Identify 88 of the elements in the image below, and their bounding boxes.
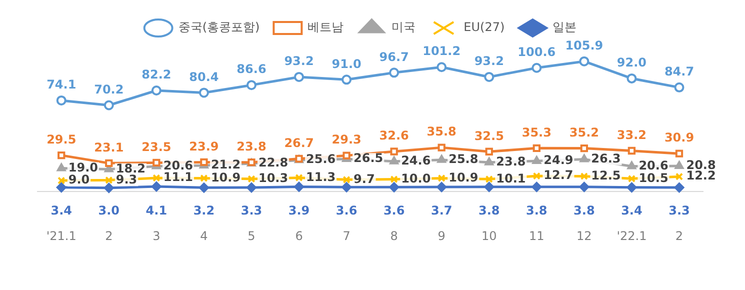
data-label: 35.8 [426, 124, 456, 139]
data-label: 12.7 [544, 168, 574, 182]
data-label: 23.8 [236, 139, 266, 154]
data-label: 23.1 [94, 140, 124, 154]
data-label: 3.4 [621, 204, 642, 218]
data-label: 105.9 [565, 38, 604, 52]
data-label: 80.4 [189, 70, 219, 84]
data-label: 93.2 [474, 54, 504, 68]
data-label: 3.4 [50, 204, 72, 218]
data-label: 93.2 [284, 54, 314, 68]
data-label: 100.6 [518, 44, 556, 59]
x-tick-label: 5 [248, 228, 256, 243]
data-label: 24.6 [401, 153, 431, 168]
data-label: 19.0 [68, 160, 98, 174]
data-label: 3.3 [240, 204, 262, 218]
legend-label: 일본 [552, 20, 577, 34]
data-label: 29.3 [332, 132, 362, 147]
data-label: 70.2 [94, 82, 124, 96]
data-label: 25.8 [448, 152, 478, 166]
x-tick-label: '21.1 [46, 228, 76, 243]
data-label: 25.6 [306, 152, 336, 166]
data-label: 9.0 [68, 172, 90, 187]
data-label: 92.0 [616, 56, 647, 70]
data-label: 35.3 [522, 125, 552, 140]
data-label: 10.9 [210, 170, 241, 184]
data-label: 82.2 [142, 68, 172, 82]
x-tick-label: 9 [438, 228, 446, 243]
data-label: 101.2 [422, 44, 461, 58]
data-label: 3.7 [430, 204, 452, 218]
data-label: 10.3 [258, 171, 288, 186]
data-label: 32.5 [474, 128, 504, 143]
legend-label: 중국(홍콩포함) [178, 20, 260, 34]
data-label: 96.7 [379, 50, 409, 64]
data-label: 32.6 [379, 128, 409, 143]
x-tick-label: 11 [529, 228, 544, 243]
data-label: 84.7 [664, 64, 694, 79]
data-label: 26.3 [591, 151, 621, 166]
data-label: 86.6 [236, 62, 266, 76]
data-label: 29.5 [46, 132, 76, 146]
legend-label: EU(27) [464, 20, 505, 34]
data-label: 3.2 [193, 204, 215, 218]
x-tick-label: 7 [342, 228, 350, 243]
data-label: 20.6 [163, 158, 194, 172]
data-label: 12.2 [686, 168, 716, 183]
data-label: 10.0 [401, 171, 431, 186]
data-label: 3.0 [98, 204, 120, 218]
data-label: 26.5 [354, 151, 384, 166]
data-label: 91.0 [332, 56, 362, 71]
data-label: 23.9 [189, 139, 219, 154]
data-label: 11.3 [306, 170, 336, 184]
data-label: 3.6 [336, 204, 358, 218]
data-label: 24.9 [544, 153, 574, 168]
x-tick-label: 12 [576, 228, 592, 243]
data-label: 9.3 [116, 172, 138, 186]
data-label: 3.9 [288, 204, 310, 218]
data-label: 23.8 [496, 154, 526, 168]
data-label: 10.1 [496, 171, 526, 186]
data-label: 26.7 [284, 136, 314, 150]
x-tick-label: 10 [481, 228, 497, 243]
data-label: 30.9 [664, 130, 694, 145]
data-label: 3.8 [478, 204, 500, 218]
x-tick-label: 6 [295, 228, 303, 243]
data-label: 22.8 [258, 156, 288, 170]
data-label: 18.2 [116, 161, 146, 176]
x-tick-label: 8 [390, 228, 398, 243]
data-label: 20.6 [638, 158, 668, 172]
data-label: 3.8 [526, 204, 548, 218]
data-label: 10.5 [638, 170, 668, 185]
data-label: 3.6 [383, 204, 405, 218]
x-tick-label: '22.1 [616, 228, 647, 243]
data-label: 9.7 [354, 172, 375, 186]
data-label: 33.2 [616, 128, 647, 142]
data-label: 74.1 [46, 78, 76, 92]
legend-label: 베트남 [308, 20, 344, 34]
x-tick-label: 2 [105, 228, 113, 243]
x-tick-label: 2 [675, 228, 684, 243]
data-label: 11.1 [163, 170, 194, 184]
x-tick-label: 3 [152, 228, 160, 243]
data-label: 3.8 [574, 204, 595, 218]
x-tick-label: 4 [200, 228, 208, 243]
data-label: 21.2 [210, 158, 241, 172]
data-label: 3.3 [668, 204, 690, 218]
data-label: 12.5 [591, 168, 621, 182]
data-label: 10.9 [448, 170, 478, 184]
legend-label: 미국 [392, 20, 416, 34]
data-label: 23.5 [142, 140, 172, 154]
data-label: 4.1 [146, 204, 168, 218]
data-label: 35.2 [569, 125, 599, 140]
